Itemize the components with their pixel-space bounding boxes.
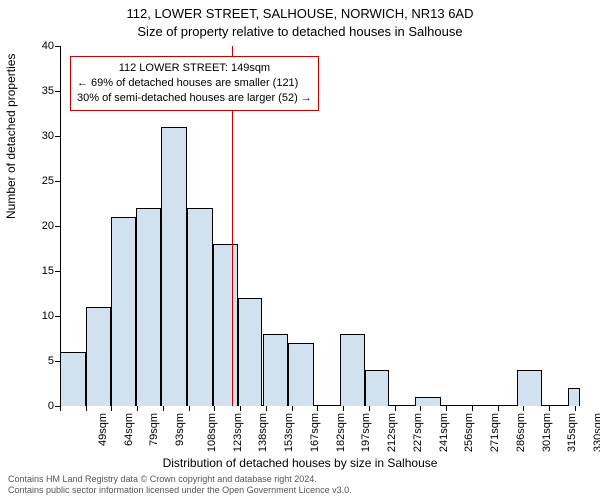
x-tick-label: 330sqm bbox=[592, 413, 600, 452]
histogram-bar bbox=[263, 334, 289, 406]
histogram-bar bbox=[60, 352, 86, 406]
x-tick-label: 227sqm bbox=[412, 413, 424, 452]
x-tick bbox=[214, 406, 215, 411]
annotation-line: ← 69% of detached houses are smaller (12… bbox=[77, 76, 312, 91]
x-tick bbox=[343, 406, 344, 411]
y-tick-label: 40 bbox=[14, 40, 54, 52]
x-tick-label: 197sqm bbox=[361, 413, 373, 452]
y-tick bbox=[55, 226, 60, 227]
x-tick bbox=[420, 406, 421, 411]
footer-attribution: Contains HM Land Registry data © Crown c… bbox=[8, 474, 352, 496]
x-tick bbox=[549, 406, 550, 411]
chart-container: 112, LOWER STREET, SALHOUSE, NORWICH, NR… bbox=[0, 0, 600, 500]
histogram-bar bbox=[365, 370, 389, 406]
x-tick bbox=[111, 406, 112, 411]
y-tick-label: 30 bbox=[14, 130, 54, 142]
x-tick-label: 271sqm bbox=[489, 413, 501, 452]
histogram-bar bbox=[86, 307, 112, 406]
histogram-bar bbox=[340, 334, 366, 406]
title-line-2: Size of property relative to detached ho… bbox=[0, 24, 600, 39]
x-tick bbox=[446, 406, 447, 411]
y-tick bbox=[55, 316, 60, 317]
x-tick bbox=[575, 406, 576, 411]
x-axis-label: Distribution of detached houses by size … bbox=[0, 456, 600, 470]
y-tick bbox=[55, 136, 60, 137]
x-tick-label: 153sqm bbox=[283, 413, 295, 452]
x-tick bbox=[395, 406, 396, 411]
histogram-bar bbox=[111, 217, 135, 406]
x-tick-label: 123sqm bbox=[232, 413, 244, 452]
histogram-bar bbox=[288, 343, 314, 406]
x-tick-label: 49sqm bbox=[97, 413, 109, 446]
x-tick-label: 108sqm bbox=[206, 413, 218, 452]
x-tick bbox=[498, 406, 499, 411]
histogram-bar bbox=[161, 127, 187, 406]
x-tick-label: 301sqm bbox=[541, 413, 553, 452]
x-tick-label: 79sqm bbox=[149, 413, 161, 446]
x-tick bbox=[86, 406, 87, 411]
x-tick-label: 212sqm bbox=[386, 413, 398, 452]
x-tick bbox=[472, 406, 473, 411]
y-tick bbox=[55, 181, 60, 182]
x-tick-label: 138sqm bbox=[258, 413, 270, 452]
x-tick bbox=[369, 406, 370, 411]
histogram-bar bbox=[136, 208, 162, 406]
x-tick-label: 241sqm bbox=[438, 413, 450, 452]
x-tick bbox=[163, 406, 164, 411]
x-tick-label: 93sqm bbox=[174, 413, 186, 446]
x-tick bbox=[266, 406, 267, 411]
histogram-bar bbox=[187, 208, 213, 406]
y-tick-label: 15 bbox=[14, 265, 54, 277]
x-tick-label: 256sqm bbox=[464, 413, 476, 452]
annotation-line: 112 LOWER STREET: 149sqm bbox=[77, 61, 312, 76]
x-tick bbox=[240, 406, 241, 411]
x-tick bbox=[189, 406, 190, 411]
y-tick-label: 20 bbox=[14, 220, 54, 232]
y-tick-label: 5 bbox=[14, 355, 54, 367]
annotation-box: 112 LOWER STREET: 149sqm← 69% of detache… bbox=[70, 56, 319, 111]
y-tick-label: 35 bbox=[14, 85, 54, 97]
x-tick bbox=[137, 406, 138, 411]
x-tick-label: 182sqm bbox=[335, 413, 347, 452]
y-tick bbox=[55, 46, 60, 47]
histogram-bar bbox=[238, 298, 262, 406]
histogram-bar bbox=[415, 397, 441, 406]
title-line-1: 112, LOWER STREET, SALHOUSE, NORWICH, NR… bbox=[0, 6, 600, 21]
footer-line-2: Contains public sector information licen… bbox=[8, 485, 352, 496]
x-tick bbox=[523, 406, 524, 411]
x-tick-label: 286sqm bbox=[515, 413, 527, 452]
histogram-bar bbox=[213, 244, 239, 406]
annotation-line: 30% of semi-detached houses are larger (… bbox=[77, 91, 312, 106]
x-tick bbox=[60, 406, 61, 411]
y-tick-label: 25 bbox=[14, 175, 54, 187]
y-tick-label: 10 bbox=[14, 310, 54, 322]
y-tick-label: 0 bbox=[14, 400, 54, 412]
x-tick bbox=[292, 406, 293, 411]
histogram-bar bbox=[517, 370, 543, 406]
y-tick bbox=[55, 271, 60, 272]
histogram-bar bbox=[568, 388, 580, 406]
x-tick bbox=[317, 406, 318, 411]
x-tick-label: 167sqm bbox=[309, 413, 321, 452]
footer-line-1: Contains HM Land Registry data © Crown c… bbox=[8, 474, 352, 485]
x-tick-label: 315sqm bbox=[567, 413, 579, 452]
y-tick bbox=[55, 91, 60, 92]
x-tick-label: 64sqm bbox=[123, 413, 135, 446]
